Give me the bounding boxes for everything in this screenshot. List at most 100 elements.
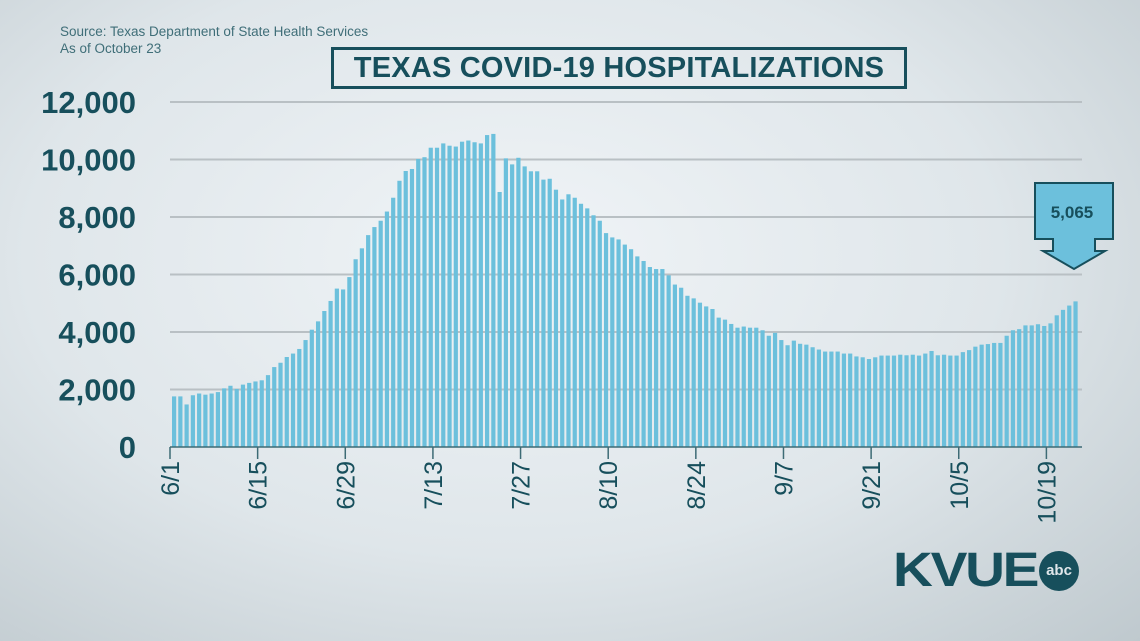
x-tick-label: 10/5 [946,461,974,510]
bar [935,355,940,447]
bar [941,354,947,447]
bar [510,164,515,447]
bar [585,208,590,447]
bar [491,133,496,447]
source-text: Source: Texas Department of State Health… [60,24,369,39]
bar [741,326,746,447]
bar [434,147,440,447]
bar [641,260,646,447]
x-tick-label: 9/21 [858,461,886,510]
bar [948,355,953,447]
bar [322,311,327,447]
bar [516,157,521,447]
bar [816,349,821,447]
x-tick-label: 10/19 [1033,461,1061,524]
logo-text: KVUE [893,543,1039,597]
bar [1029,325,1034,447]
bar [359,248,364,447]
bar [1048,323,1053,447]
x-tick-label: 6/29 [332,461,360,510]
y-tick-label: 10,000 [41,143,136,178]
bar [303,340,308,447]
bar [754,327,759,447]
callout-value: 5,065 [1051,203,1094,222]
bar [447,145,452,447]
bar [603,233,609,447]
bar [660,269,665,447]
bar [848,353,853,447]
bar [854,356,859,447]
bar [215,392,221,447]
bar [566,194,571,447]
y-tick-label: 8,000 [58,200,136,235]
bar [478,143,483,447]
bar [785,345,790,447]
bar [704,306,709,447]
bar [190,395,195,447]
bar [666,275,671,447]
bar [1054,315,1059,447]
bar [278,362,283,447]
bar [341,289,346,447]
bar [384,211,390,447]
bar [334,288,339,447]
bar [528,171,534,447]
bar [791,340,796,447]
bar [622,244,627,447]
bar [841,353,847,447]
bar [679,287,684,447]
bar [992,342,997,447]
bar [578,203,584,447]
bar [253,381,258,447]
bar [1073,301,1078,447]
callout-arrow [1034,182,1114,271]
bar [203,394,208,447]
bar [397,180,402,447]
bar [798,343,803,447]
bar [760,330,765,447]
bar [409,168,415,448]
bar [729,323,734,447]
kvue-logo: KVUE abc [893,544,1079,597]
bar [1023,325,1028,447]
x-tick-label: 7/27 [508,461,536,510]
bar [747,327,753,447]
bar [1067,305,1072,447]
bar [960,352,965,447]
bar [222,388,227,447]
x-tick-label: 6/1 [157,461,185,496]
bar [904,355,909,447]
bar [485,135,490,447]
bar [503,158,508,447]
bar [929,350,934,447]
bar [898,354,903,447]
bar [560,199,565,447]
bar [985,344,990,447]
bar [1017,329,1022,447]
bar [259,380,264,447]
x-tick-label: 8/10 [595,461,623,510]
bar [635,256,640,447]
source-note: Source: Texas Department of State Health… [60,23,368,57]
bar [967,350,972,447]
bar [472,142,477,447]
x-tick-label: 8/24 [683,461,711,510]
bar [172,396,177,447]
bar [315,321,321,447]
bar [441,143,446,447]
bar [697,302,703,447]
bar [823,351,828,447]
bar [178,396,183,447]
y-tick-label: 12,000 [41,85,136,120]
bar [372,227,377,447]
bar [328,300,333,447]
bar [1042,325,1047,447]
bar [234,388,239,447]
bar [654,269,659,447]
bar [691,298,696,447]
bar [378,220,383,447]
bar [265,375,271,447]
bar [954,355,959,447]
bar [860,357,865,447]
